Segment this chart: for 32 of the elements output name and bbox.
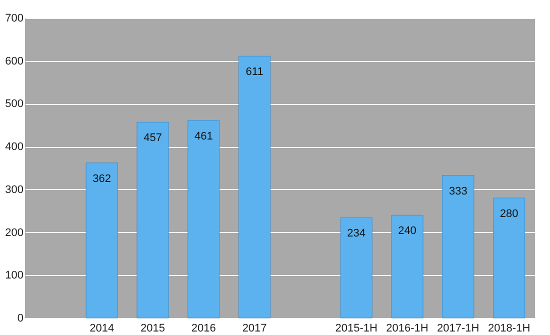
y-tick-label: 400 — [5, 141, 24, 154]
data-label: 333 — [448, 185, 468, 198]
data-label: 234 — [347, 228, 366, 240]
x-tick-label: 2016-1H — [386, 322, 428, 334]
data-label: 362 — [92, 172, 112, 185]
bar — [493, 198, 526, 318]
bar — [442, 175, 474, 318]
data-label: 280 — [500, 208, 518, 220]
data-label: 240 — [398, 225, 416, 238]
bar — [136, 122, 169, 318]
data-label: 461 — [194, 130, 213, 142]
bar — [86, 162, 118, 318]
data-label: 611 — [246, 66, 264, 78]
y-tick-label: 100 — [5, 270, 24, 282]
bar — [391, 214, 424, 318]
bar — [340, 217, 372, 318]
x-tick-label: 2015 — [140, 322, 165, 334]
data-label: 457 — [144, 132, 162, 144]
x-tick-label: 2016 — [191, 322, 216, 334]
y-tick-label: 300 — [5, 184, 24, 196]
y-tick-label: 0 — [17, 312, 24, 324]
x-tick-label: 2017 — [242, 322, 267, 334]
bar — [188, 120, 220, 318]
y-tick-label: 500 — [5, 98, 24, 110]
bar — [238, 56, 271, 318]
x-tick-label: 2015-1H — [335, 322, 378, 334]
x-tick-label: 2018-1H — [488, 322, 530, 334]
x-tick-label: 2017-1H — [437, 322, 480, 334]
y-tick-label: 700 — [5, 12, 24, 24]
y-tick-label: 600 — [5, 55, 24, 68]
y-tick-label: 200 — [5, 226, 24, 239]
x-tick-label: 2014 — [90, 322, 114, 334]
